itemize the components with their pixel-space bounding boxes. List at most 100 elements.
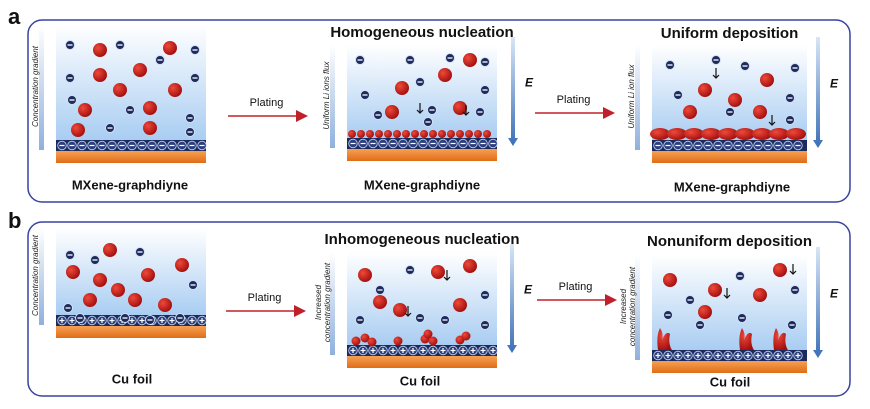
plating-label: Plating	[557, 94, 591, 106]
panel-frame	[27, 19, 851, 203]
gradient-arrow	[635, 255, 640, 360]
gradient-arrow	[330, 45, 335, 148]
li-atom	[360, 333, 370, 343]
scene-title: Nonuniform deposition	[647, 233, 812, 250]
dendrite	[739, 328, 754, 350]
gradient-arrow	[330, 252, 335, 355]
substrate-label: Cu foil	[112, 371, 152, 386]
li-atom	[393, 130, 401, 138]
li-atom	[393, 303, 407, 317]
li-atom	[357, 130, 365, 138]
li-atom	[431, 265, 445, 279]
li-atom	[78, 103, 92, 117]
li-atom	[753, 105, 767, 119]
li-atom	[348, 130, 356, 138]
li-atom	[402, 130, 410, 138]
down-arrow	[712, 68, 720, 79]
scene-title: Homogeneous nucleation	[330, 24, 513, 41]
li-atom	[438, 130, 446, 138]
li-atom	[429, 130, 437, 138]
artwork: Concentration gradient MXene-graphdiyne Pl…	[31, 24, 839, 389]
li-atom	[93, 43, 107, 57]
plating-label: Plating	[559, 281, 593, 293]
li-atom	[367, 337, 377, 347]
li-atom	[175, 258, 189, 272]
down-arrow	[768, 115, 776, 126]
li-atom	[753, 288, 767, 302]
li-atom	[143, 101, 157, 115]
li-atom	[351, 336, 361, 346]
current-collector	[652, 361, 807, 373]
substrate-label: MXene-graphdiyne	[72, 177, 188, 192]
li-deposit	[718, 128, 738, 140]
li-atom	[375, 130, 383, 138]
li-atom	[760, 73, 774, 87]
dendrite	[657, 328, 672, 350]
side-label: Uniform Li ions flux	[322, 60, 331, 129]
li-atom	[698, 83, 712, 97]
current-collector	[652, 151, 807, 163]
li-atom	[393, 336, 403, 346]
down-arrow	[462, 105, 470, 116]
side-label: Increased	[619, 288, 628, 324]
down-arrow	[723, 288, 731, 299]
down-arrow	[416, 103, 424, 114]
electrolyte	[56, 25, 206, 140]
li-atom	[465, 130, 473, 138]
current-collector	[56, 326, 206, 338]
li-atom	[708, 283, 722, 297]
gradient-arrow	[39, 228, 44, 325]
dendrite	[773, 328, 788, 350]
li-atom	[411, 130, 419, 138]
field-arrow	[813, 247, 823, 358]
substrate-label: Cu foil	[400, 373, 440, 388]
li-atom	[71, 123, 85, 137]
li-atom	[428, 336, 438, 346]
li-atom	[453, 298, 467, 312]
li-atom	[93, 273, 107, 287]
gradient-arrow	[635, 45, 640, 150]
li-atom	[366, 130, 374, 138]
li-atom	[158, 298, 172, 312]
li-deposit	[735, 128, 755, 140]
substrate-label: Cu foil	[710, 374, 750, 389]
plating-label: Plating	[248, 292, 282, 304]
li-atom	[663, 273, 677, 287]
li-atom	[143, 121, 157, 135]
side-label: Increased	[314, 284, 323, 320]
li-deposit	[667, 128, 687, 140]
li-atom	[463, 53, 477, 67]
substrate-label: MXene-graphdiyne	[364, 177, 480, 192]
li-atom	[373, 295, 387, 309]
panel-label: b	[8, 208, 21, 233]
li-atom	[141, 268, 155, 282]
li-atom	[447, 130, 455, 138]
li-atom	[133, 63, 147, 77]
li-deposit	[786, 128, 806, 140]
field-arrow	[507, 244, 517, 353]
gradient-arrow	[39, 25, 44, 150]
li-atom	[463, 259, 477, 273]
li-atom	[384, 130, 392, 138]
li-atom	[168, 83, 182, 97]
li-atom	[83, 293, 97, 307]
field-arrow	[508, 37, 518, 146]
field-arrow	[813, 37, 823, 148]
side-label: concentration gradient	[628, 266, 637, 346]
li-atom	[128, 293, 142, 307]
li-atom	[453, 101, 467, 115]
side-label: Uniform Li ion flux	[627, 63, 636, 128]
li-atom	[474, 130, 482, 138]
scene-title: Uniform deposition	[661, 25, 799, 42]
li-atom	[773, 263, 787, 277]
plating-label: Plating	[250, 97, 284, 109]
panel-frame	[27, 221, 851, 397]
li-deposit	[684, 128, 704, 140]
li-deposit	[752, 128, 772, 140]
li-atom	[728, 93, 742, 107]
current-collector	[347, 149, 497, 161]
li-atom	[385, 105, 399, 119]
down-arrow	[404, 306, 412, 317]
li-atom	[111, 283, 125, 297]
side-label: Concentration gradient	[31, 234, 40, 316]
